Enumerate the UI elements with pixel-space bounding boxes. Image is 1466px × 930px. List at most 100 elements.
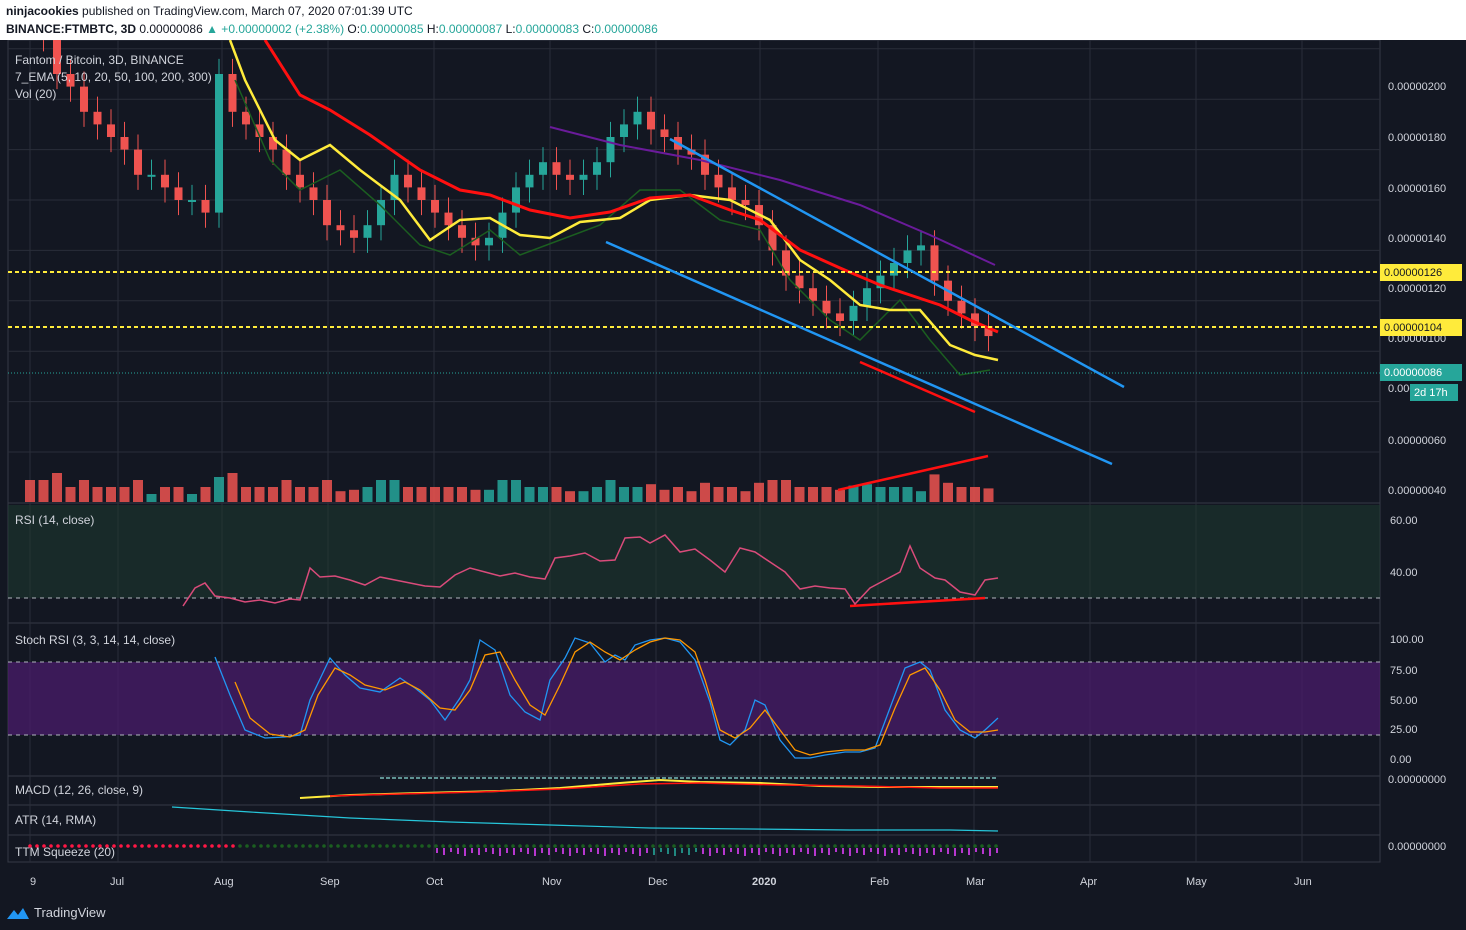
macd-histogram-bar bbox=[578, 777, 582, 779]
ttm-bar bbox=[597, 848, 599, 854]
ttm-dot bbox=[945, 844, 949, 848]
macd-histogram-bar bbox=[842, 777, 846, 779]
ttm-bar bbox=[954, 848, 956, 856]
candle-body bbox=[768, 225, 777, 251]
volume-bar bbox=[943, 482, 953, 502]
ttm-dot bbox=[553, 844, 557, 848]
ttm-bar bbox=[947, 848, 949, 854]
ttm-dot bbox=[63, 844, 67, 848]
ttm-dot bbox=[966, 844, 970, 848]
candle-body bbox=[471, 237, 480, 246]
candle-body bbox=[444, 212, 453, 226]
atr-line bbox=[171, 806, 999, 832]
chart-canvas[interactable]: Fantom / Bitcoin, 3D, BINANCE 7_EMA (5, … bbox=[0, 40, 1466, 897]
ttm-dot bbox=[105, 844, 109, 848]
ttm-dot bbox=[630, 844, 634, 848]
macd-histogram-bar bbox=[626, 777, 630, 779]
macd-histogram-bar bbox=[782, 777, 786, 779]
publisher-name[interactable]: ninjacookies bbox=[6, 4, 79, 18]
ttm-bar bbox=[695, 848, 697, 852]
ttm-dot bbox=[413, 844, 417, 848]
price-divergence-line[interactable] bbox=[859, 360, 976, 414]
volume-bar bbox=[713, 487, 724, 502]
ttm-dot bbox=[798, 844, 802, 848]
price-tick: 0.00000060 bbox=[1388, 435, 1446, 447]
volume-bar bbox=[470, 489, 481, 502]
ttm-bar bbox=[919, 848, 921, 856]
volume-bar bbox=[133, 480, 143, 502]
ttm-dot bbox=[245, 844, 249, 848]
high-value: 0.00000087 bbox=[438, 22, 503, 36]
ttm-dot bbox=[280, 844, 284, 848]
ttm-dot bbox=[777, 844, 781, 848]
publish-header: ninjacookies published on TradingView.co… bbox=[0, 0, 1466, 40]
volume-bar bbox=[605, 480, 616, 502]
time-tick: Feb bbox=[870, 876, 889, 888]
candle-body bbox=[620, 124, 628, 137]
candle-body bbox=[647, 111, 655, 130]
ttm-bar bbox=[751, 848, 753, 853]
ttm-dot bbox=[707, 844, 711, 848]
volume-bar bbox=[781, 480, 791, 502]
low-value: 0.00000083 bbox=[515, 22, 580, 36]
ttm-bar bbox=[926, 848, 928, 853]
volume-bar bbox=[740, 491, 751, 502]
ttm-bar bbox=[548, 848, 550, 855]
ttm-dot bbox=[714, 844, 718, 848]
candle-body bbox=[363, 225, 372, 238]
ttm-dot bbox=[448, 844, 452, 848]
ttm-dot bbox=[28, 844, 32, 848]
macd-histogram-bar bbox=[860, 777, 864, 779]
ttm-dot bbox=[147, 844, 151, 848]
ttm-bar bbox=[478, 848, 480, 855]
ttm-bar bbox=[541, 848, 543, 853]
macd-histogram-bar bbox=[914, 777, 918, 779]
volume-trend-line[interactable] bbox=[837, 454, 989, 492]
publish-line: ninjacookies published on TradingView.co… bbox=[6, 4, 413, 18]
candle-body bbox=[795, 275, 804, 289]
volume-bar bbox=[592, 487, 602, 502]
ttm-dot bbox=[77, 844, 81, 848]
candle-body bbox=[107, 124, 115, 137]
macd-histogram-bar bbox=[752, 777, 756, 779]
ttm-dot bbox=[301, 844, 305, 848]
channel-upper-line[interactable] bbox=[669, 137, 1125, 389]
ohlc-line: BINANCE:FTMBTC, 3D 0.00000086 ▲ +0.00000… bbox=[6, 22, 658, 36]
volume-bar bbox=[79, 480, 89, 502]
time-tick: 2020 bbox=[752, 876, 776, 888]
candle-body bbox=[147, 174, 156, 177]
ttm-dot bbox=[196, 844, 200, 848]
macd-histogram-bar bbox=[386, 777, 390, 779]
candle-body bbox=[201, 200, 210, 213]
ttm-bar bbox=[618, 848, 620, 855]
ttm-dot bbox=[994, 844, 998, 848]
ttm-bar bbox=[891, 848, 893, 853]
macd-line bbox=[299, 778, 998, 799]
time-tick: Nov bbox=[542, 876, 562, 888]
time-axis[interactable]: 9 Jul Aug Sep Oct Nov Dec 2020 Feb Mar A… bbox=[30, 876, 1312, 888]
ttm-bar bbox=[555, 848, 557, 852]
ttm-dot bbox=[532, 844, 536, 848]
volume-bar bbox=[200, 487, 211, 502]
macd-histogram-bar bbox=[668, 777, 672, 779]
macd-histogram-bar bbox=[554, 777, 558, 779]
tradingview-brand[interactable]: TradingView bbox=[34, 905, 106, 920]
macd-histogram-bar bbox=[440, 777, 444, 779]
macd-histogram-bar bbox=[818, 777, 822, 779]
ttm-dot bbox=[756, 844, 760, 848]
macd-histogram-bar bbox=[590, 777, 594, 779]
macd-histogram bbox=[380, 777, 996, 779]
candle-body bbox=[876, 275, 885, 289]
volume-bar bbox=[551, 487, 562, 502]
price-axis[interactable]: 0.00000200 0.00000180 0.00000160 0.00000… bbox=[1388, 81, 1446, 497]
channel-lower-line[interactable] bbox=[605, 240, 1113, 466]
macd-histogram-bar bbox=[740, 777, 744, 779]
last-price: 0.00000086 bbox=[139, 22, 203, 36]
candle-body bbox=[269, 137, 277, 150]
macd-histogram-bar bbox=[950, 777, 954, 779]
macd-histogram-bar bbox=[896, 777, 900, 779]
rsi-divergence-line[interactable] bbox=[849, 596, 986, 608]
ttm-dot bbox=[315, 844, 319, 848]
ttm-dot bbox=[399, 844, 403, 848]
macd-histogram-bar bbox=[518, 777, 522, 779]
